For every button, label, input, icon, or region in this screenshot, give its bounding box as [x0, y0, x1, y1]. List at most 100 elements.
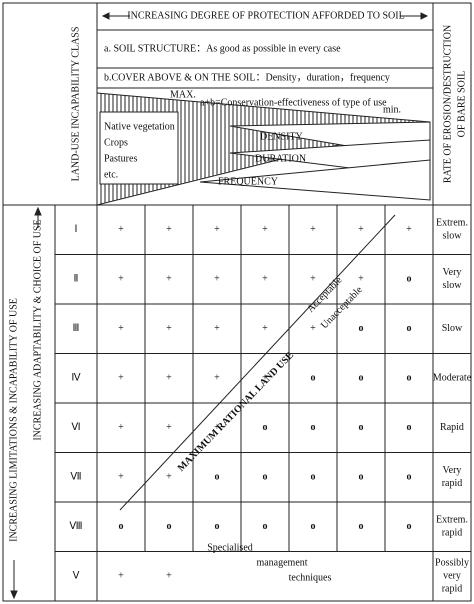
diagonal	[119, 214, 396, 511]
circle-mark: o	[311, 422, 316, 433]
vegetation: Native vegetation	[104, 121, 175, 132]
rate-label: Rapid	[440, 422, 464, 433]
circle-mark: o	[263, 472, 268, 483]
plus-mark: +	[214, 323, 220, 334]
circle-mark: o	[359, 521, 364, 532]
circle-mark: o	[215, 472, 220, 483]
min: min.	[383, 104, 401, 115]
plus-mark: +	[166, 323, 172, 334]
circle-mark: o	[407, 274, 412, 285]
rate-label: Moderate	[433, 373, 472, 384]
plus-mark: +	[118, 571, 124, 582]
wedge	[96, 92, 431, 206]
class-numeral: Ⅳ	[71, 373, 81, 384]
circle-mark: o	[263, 422, 268, 433]
plus-mark: +	[166, 422, 172, 433]
circle-mark: o	[407, 472, 412, 483]
rate-label: rapid	[442, 528, 463, 539]
rate-label: slow	[443, 231, 463, 242]
side-label: INCREASING LIMITATIONS & INCAPABILITY OF…	[8, 298, 19, 542]
rate-label: slow	[443, 280, 463, 291]
formula: a+b=Conservation-effectiveness of type o…	[200, 97, 387, 108]
special-label: techniques	[289, 572, 332, 583]
erosion-label: RATE OF EROSION/DESTRUCTION	[442, 25, 453, 183]
plus-mark: +	[118, 472, 124, 483]
erosion-label: OF BARE SOIL	[456, 71, 467, 138]
class-numeral: Ⅷ	[69, 521, 82, 532]
rate-label: Extrem.	[436, 218, 468, 229]
vegetation: Pastures	[104, 153, 137, 164]
plus-mark: +	[358, 224, 364, 235]
special-label: Specialised	[207, 542, 253, 553]
factor-a: a. SOIL STRUCTURE：As good as possible in…	[104, 43, 341, 54]
arrow-head	[34, 206, 42, 216]
plus-mark: +	[214, 274, 220, 285]
class-numeral: Ⅶ	[70, 472, 81, 483]
side-label: INCREASING ADAPTABILITY & CHOICE OF USE	[32, 219, 43, 440]
circle-mark: o	[407, 521, 412, 532]
plus-mark: +	[166, 571, 172, 582]
circle-mark: o	[167, 521, 172, 532]
arrow-head	[101, 12, 110, 20]
plus-mark: +	[262, 274, 268, 285]
circle-mark: o	[407, 422, 412, 433]
plus-mark: +	[262, 323, 268, 334]
special-label: management	[256, 557, 307, 568]
rate-label: Very	[443, 267, 462, 278]
circle-mark: o	[263, 521, 268, 532]
rate-label: Slow	[442, 323, 463, 334]
circle-mark: o	[215, 521, 220, 532]
circle-mark: o	[359, 472, 364, 483]
plus-mark: +	[214, 373, 220, 384]
rate-label: Extrem.	[436, 515, 468, 526]
factor-b: b.COVER ABOVE & ON THE SOIL：Density，dura…	[104, 72, 390, 83]
plus-mark: +	[166, 373, 172, 384]
plus-mark: +	[166, 472, 172, 483]
rate-label: Possibly	[435, 558, 469, 569]
plus-mark: +	[310, 274, 316, 285]
circle-mark: o	[119, 521, 124, 532]
circle-mark: o	[407, 373, 412, 384]
circle-mark: o	[359, 323, 364, 334]
class-numeral: Ⅴ	[73, 571, 80, 582]
plus-mark: +	[214, 224, 220, 235]
plus-mark: +	[166, 274, 172, 285]
plus-mark: +	[406, 224, 412, 235]
wedge-label: DENSITY	[260, 131, 303, 142]
class-numeral: Ⅲ	[73, 323, 80, 334]
class-numeral: Ⅱ	[74, 274, 79, 285]
diagonal-label: MAXIMUM RATIONAL LAND USE	[176, 350, 297, 474]
plus-mark: +	[310, 323, 316, 334]
plus-mark: +	[358, 274, 364, 285]
plus-mark: +	[262, 224, 268, 235]
vegetation: Crops	[104, 137, 128, 148]
rate-label: Very	[443, 465, 462, 476]
label-bg	[99, 111, 179, 185]
vegetation: etc.	[104, 169, 118, 180]
circle-mark: o	[359, 422, 364, 433]
rate-label: rapid	[442, 478, 463, 489]
plus-mark: +	[214, 422, 220, 433]
arrow-head	[420, 12, 429, 20]
plus-mark: +	[118, 373, 124, 384]
plus-mark: +	[118, 323, 124, 334]
wedge-label: DURATION	[255, 153, 306, 164]
circle-mark: o	[311, 373, 316, 384]
plus-mark: +	[118, 422, 124, 433]
class-numeral: Ⅵ	[71, 422, 80, 433]
rate-label: rapid	[442, 584, 463, 595]
plus-mark: +	[118, 274, 124, 285]
plus-mark: +	[262, 373, 268, 384]
circle-mark: o	[359, 373, 364, 384]
arrow-head	[10, 590, 18, 600]
circle-mark: o	[407, 323, 412, 334]
wedge	[199, 159, 431, 201]
circle-mark: o	[311, 472, 316, 483]
rate-label: very	[443, 571, 461, 582]
class-label: LAND-USE INCAPABILITY CLASS	[70, 27, 81, 182]
max: MAX.	[170, 89, 196, 100]
plus-mark: +	[310, 224, 316, 235]
plus-mark: +	[118, 224, 124, 235]
